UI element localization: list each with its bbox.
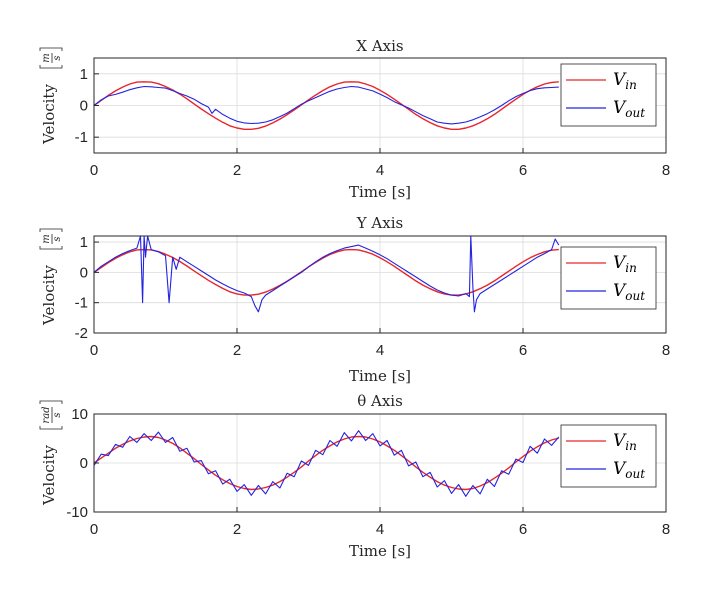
unit-numerator: m	[41, 53, 52, 62]
chart-title: Y Axis	[356, 214, 403, 232]
x-tick-label: 0	[90, 342, 98, 359]
legend-box	[560, 424, 657, 488]
x-tick-label: 2	[233, 521, 241, 538]
x-tick-label: 4	[376, 521, 384, 538]
y-axis-label-text: Velocity	[40, 445, 58, 506]
y-tick-label: 1	[80, 66, 88, 83]
y-tick-label: 1	[80, 234, 88, 251]
y-tick-label: 10	[71, 406, 88, 423]
x-tick-label: 0	[90, 521, 98, 538]
legend-label-v-out: Vout	[613, 281, 645, 303]
y-ticks: -1 0 1	[75, 66, 99, 146]
series-line-v-in	[94, 81, 559, 131]
y-axis-label: Velocity rad s	[39, 400, 63, 506]
chart-title: θ Axis	[357, 392, 403, 410]
x-tick-label: 8	[662, 162, 670, 179]
legend: Vin Vout	[560, 246, 657, 310]
legend-box	[560, 246, 657, 310]
legend-label-v-out: Vout	[613, 98, 645, 120]
y-tick-label: 0	[80, 264, 88, 281]
y-ticks: -2 -1 0 1	[75, 234, 99, 342]
x-ticks: 0 2 4 6 8	[90, 328, 670, 359]
chart-title: X Axis	[356, 37, 403, 55]
x-tick-label: 0	[90, 162, 98, 179]
unit-denominator: s	[52, 55, 63, 60]
series-lines	[94, 81, 559, 131]
unit-bracket-right	[39, 47, 63, 51]
legend-label-v-in: Vin	[613, 70, 637, 92]
x-tick-label: 6	[519, 342, 527, 359]
y-tick-label: -1	[75, 295, 88, 312]
legend-label-v-in: Vin	[613, 253, 637, 275]
unit-denominator: s	[52, 236, 63, 241]
x-tick-label: 4	[376, 162, 384, 179]
x-tick-label: 2	[233, 162, 241, 179]
x-tick-label: 4	[376, 342, 384, 359]
y-tick-label: 0	[80, 455, 88, 472]
x-tick-label: 8	[662, 521, 670, 538]
y-tick-label: -2	[75, 325, 88, 342]
y-axis-unit: m s	[39, 228, 63, 250]
panel-y-axis: Y Axis 0 2 4 6 8 -2 -1 0 1 Time [s] Velocity m …	[39, 214, 670, 385]
x-tick-label: 6	[519, 162, 527, 179]
series-line-v-out	[94, 85, 559, 125]
x-tick-label: 8	[662, 342, 670, 359]
series-lines	[94, 236, 560, 313]
legend: Vin Vout	[560, 424, 657, 488]
y-axis-label-text: Velocity	[40, 265, 58, 326]
y-axis-unit: rad s	[39, 400, 63, 430]
unit-numerator: m	[41, 234, 52, 243]
legend-label-v-in: Vin	[613, 431, 637, 453]
series-line-v-in	[94, 248, 559, 296]
unit-bracket-right	[39, 400, 63, 404]
unit-bracket-left	[39, 246, 63, 250]
x-axis-label: Time [s]	[349, 542, 411, 560]
unit-bracket-left	[39, 426, 63, 430]
y-axis-label: Velocity m s	[39, 228, 63, 326]
x-ticks: 0 2 4 6 8	[90, 148, 670, 179]
legend: Vin Vout	[560, 63, 657, 127]
x-ticks: 0 2 4 6 8	[90, 507, 670, 538]
y-axis-unit: m s	[39, 47, 63, 69]
x-tick-label: 2	[233, 342, 241, 359]
unit-numerator: rad	[41, 406, 52, 423]
y-axis-label-text: Velocity	[40, 84, 58, 145]
unit-bracket-right	[39, 228, 63, 232]
y-tick-label: -10	[66, 504, 88, 521]
y-ticks: -10 0 10	[66, 406, 99, 521]
x-axis-label: Time [s]	[349, 183, 411, 201]
legend-box	[560, 63, 657, 127]
unit-denominator: s	[52, 412, 63, 417]
series-line-v-out	[94, 236, 560, 313]
y-tick-label: -1	[75, 129, 88, 146]
series-lines	[94, 430, 560, 497]
y-axis-label: Velocity m s	[39, 47, 63, 145]
x-tick-label: 6	[519, 521, 527, 538]
unit-bracket-left	[39, 65, 63, 69]
series-line-v-out	[94, 430, 560, 497]
x-axis-label: Time [s]	[349, 367, 411, 385]
y-tick-label: 0	[80, 98, 88, 115]
legend-label-v-out: Vout	[613, 459, 645, 481]
